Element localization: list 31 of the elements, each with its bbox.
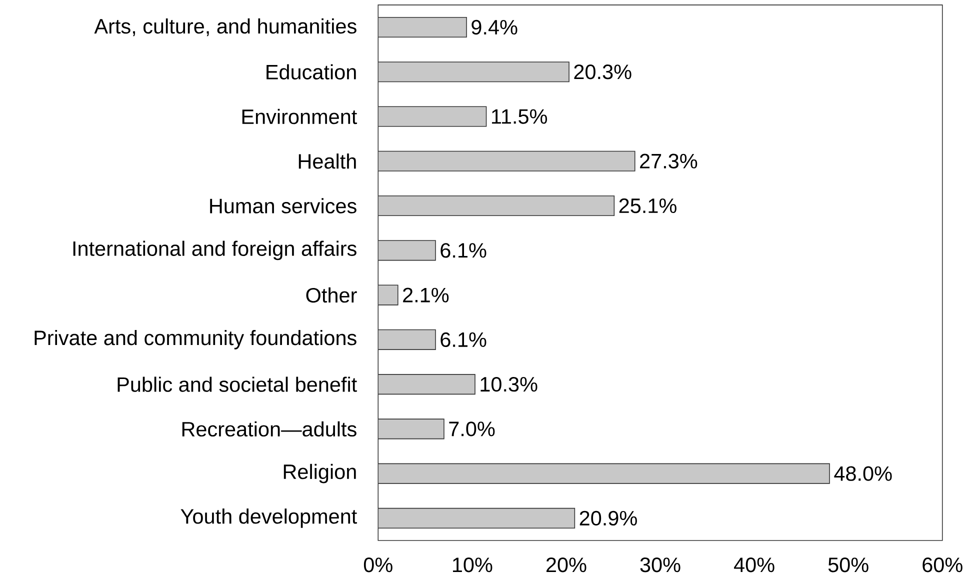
x-tick-label: 30% bbox=[640, 558, 680, 572]
x-tick-label: 10% bbox=[452, 558, 492, 572]
x-tick-label: 50% bbox=[828, 558, 868, 572]
y-tick-label: Public and societal benefit bbox=[118, 376, 357, 392]
y-tick-label: International and foreign affairs bbox=[73, 240, 356, 260]
data-label: 48.0% bbox=[834, 466, 892, 481]
data-label: 10.3% bbox=[480, 376, 538, 392]
y-tick-label: Health bbox=[298, 154, 356, 169]
data-label: 11.5% bbox=[492, 109, 547, 124]
y-tick-label: Human services bbox=[210, 198, 356, 214]
data-label: 20.9% bbox=[580, 510, 637, 526]
data-label: 20.3% bbox=[574, 64, 632, 80]
data-label: 2.1% bbox=[403, 288, 449, 302]
data-label: 6.1% bbox=[440, 332, 486, 348]
x-tick-label: 60% bbox=[922, 558, 962, 572]
x-tick-label: 20% bbox=[546, 558, 586, 572]
y-tick-label: Religion bbox=[284, 464, 356, 484]
data-label: 7.0% bbox=[449, 422, 495, 436]
y-tick-label: Recreation—adults bbox=[182, 421, 356, 437]
data-label: 25.1% bbox=[619, 198, 676, 214]
data-label: 27.3% bbox=[640, 154, 698, 169]
y-tick-label: Environment bbox=[242, 108, 358, 124]
x-tick-label: 40% bbox=[734, 558, 774, 572]
data-label: 6.1% bbox=[440, 243, 486, 258]
y-tick-label: Other bbox=[306, 287, 357, 303]
y-tick-label: Education bbox=[266, 64, 356, 80]
y-tick-label: Private and community foundations bbox=[34, 330, 356, 350]
y-tick-label: Youth development bbox=[180, 508, 357, 528]
x-tick-label: 0% bbox=[364, 558, 392, 572]
data-label: 9.4% bbox=[472, 20, 518, 35]
y-tick-label: Arts, culture, and humanities bbox=[94, 18, 356, 36]
